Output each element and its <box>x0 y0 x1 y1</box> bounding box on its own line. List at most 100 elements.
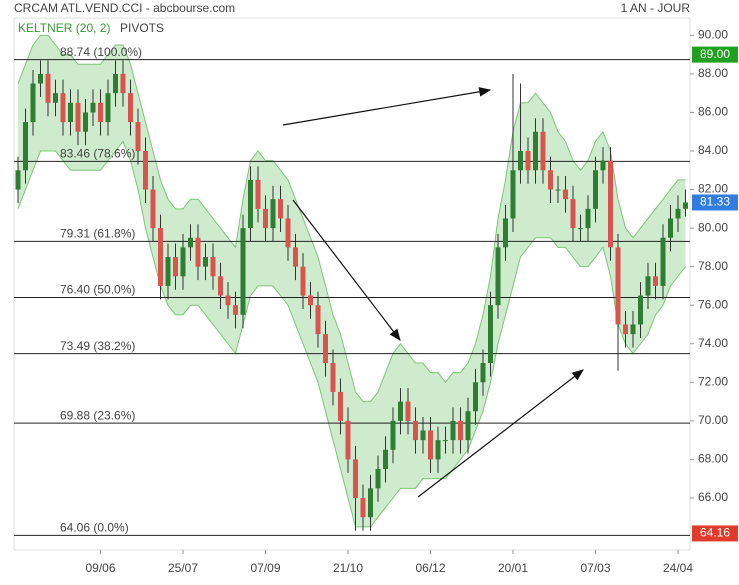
candle-body <box>398 401 403 421</box>
x-tick-label: 07/09 <box>250 561 280 575</box>
candle-body <box>608 160 613 248</box>
candle-body <box>285 218 291 248</box>
candle-body <box>30 83 36 123</box>
x-tick-label: 20/01 <box>498 561 528 575</box>
indicator: KELTNER (20, 2) <box>18 21 110 35</box>
candle-body <box>300 266 306 296</box>
candle-body <box>143 151 148 190</box>
candle-body <box>53 93 58 103</box>
candle-body <box>503 218 508 248</box>
arrow <box>417 369 584 498</box>
candle-body <box>615 247 621 325</box>
plot-frame <box>13 17 691 551</box>
candle-body <box>195 237 201 267</box>
price-marker <box>692 46 738 63</box>
candle-body <box>278 199 283 219</box>
candle-body <box>660 237 666 286</box>
x-tick-label: 09/06 <box>85 561 115 575</box>
price-marker-label: 89.00 <box>700 47 730 61</box>
y-tick-label: 66.00 <box>698 490 728 504</box>
candle-body <box>375 469 381 489</box>
candle-body <box>653 276 658 286</box>
keltner-band <box>18 35 686 527</box>
candle-body <box>113 73 118 94</box>
y-tick-label: 74.00 <box>698 336 728 350</box>
candle-body <box>413 420 418 441</box>
y-tick-label: 68.00 <box>698 452 728 466</box>
candle-body <box>38 73 43 84</box>
indicator: PIVOTS <box>120 21 164 35</box>
fib-label: 88.74 (100.0%) <box>60 45 142 59</box>
candle-body <box>23 122 28 171</box>
candle-body <box>83 112 88 132</box>
candle-body <box>315 305 321 335</box>
candle-body <box>263 208 268 229</box>
candle-body <box>210 257 216 277</box>
candle-body <box>270 199 276 229</box>
y-tick-label: 88.00 <box>698 66 728 80</box>
candle-body <box>555 189 561 191</box>
candle-body <box>593 170 598 209</box>
candle-body <box>443 440 448 442</box>
candle-body <box>90 102 96 113</box>
candle-body <box>308 295 313 306</box>
candle-body <box>120 73 126 94</box>
y-tick-label: 72.00 <box>698 374 728 388</box>
candle-body <box>390 420 396 450</box>
candle-body <box>570 199 576 229</box>
candle-body <box>473 382 478 412</box>
candle-body <box>225 295 231 306</box>
fib-label: 69.88 (23.6%) <box>60 408 135 422</box>
price-marker <box>692 525 738 542</box>
candle-body <box>428 430 433 460</box>
candle-body <box>383 449 388 470</box>
candle-body <box>465 411 471 441</box>
candle-body <box>638 295 643 325</box>
arrow <box>282 87 492 126</box>
y-tick-label: 84.00 <box>698 143 728 157</box>
candle-body <box>135 122 141 151</box>
chart-title: CRCAM ATL.VEND.CCI - abcbourse.com <box>14 1 235 15</box>
candle-body <box>533 131 538 171</box>
candle-body <box>518 151 523 171</box>
candle-body <box>248 179 253 229</box>
candle-body <box>98 102 103 123</box>
candle-body <box>158 228 163 286</box>
x-tick-label: 21/10 <box>333 561 363 575</box>
y-tick-label: 82.00 <box>698 182 728 196</box>
candle-body <box>353 459 358 498</box>
period: 1 AN - JOUR <box>621 1 691 15</box>
candle-body <box>68 102 73 123</box>
candle-body <box>563 189 568 200</box>
candle-body <box>180 247 186 277</box>
x-tick-label: 24/04 <box>663 561 693 575</box>
candle-body <box>45 73 51 103</box>
candle-body <box>255 179 261 209</box>
candle-body <box>60 93 66 123</box>
candle-body <box>188 237 193 248</box>
candle-body <box>128 93 133 123</box>
candle-body <box>435 440 441 460</box>
fib-label: 79.31 (61.8%) <box>60 227 135 241</box>
candle-body <box>683 202 688 209</box>
y-tick-label: 76.00 <box>698 297 728 311</box>
candle-body <box>345 420 351 460</box>
arrow <box>292 199 401 341</box>
candle-body <box>203 257 208 267</box>
candle-body <box>240 228 246 315</box>
candle-body <box>165 257 171 286</box>
candle-body <box>645 276 651 296</box>
candle-body <box>495 247 501 306</box>
candle-body <box>105 93 111 123</box>
candle-body <box>420 430 426 441</box>
candle-body <box>458 420 463 441</box>
candle-body <box>668 218 673 238</box>
price-marker-label: 81.33 <box>700 195 730 209</box>
y-tick-label: 90.00 <box>698 28 728 42</box>
candle-body <box>450 420 456 441</box>
candle-body <box>600 160 606 171</box>
candle-body <box>548 170 553 190</box>
candle-body <box>540 131 546 171</box>
candle-body <box>480 363 486 383</box>
y-tick-label: 86.00 <box>698 105 728 119</box>
